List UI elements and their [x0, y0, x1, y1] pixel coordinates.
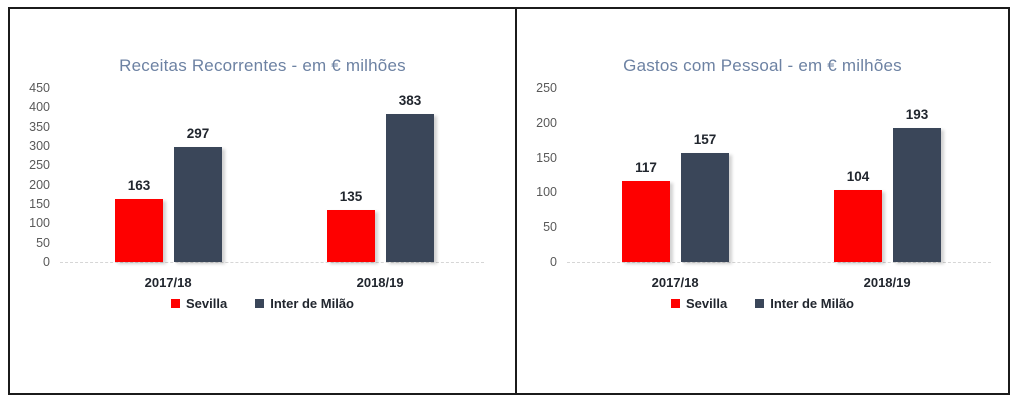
- y-axis-tick-label: 0: [43, 255, 50, 269]
- y-axis-tick-label: 250: [29, 158, 50, 173]
- legend-item-sevilla: Sevilla: [171, 296, 227, 311]
- plot-area: [60, 88, 484, 263]
- y-axis-tick-label: 50: [36, 235, 50, 250]
- bar-inter-de-mil-o-2018-19: [893, 128, 941, 262]
- y-axis-tick-label: 100: [536, 185, 557, 200]
- legend-item-inter-de-mil-o: Inter de Milão: [255, 296, 354, 311]
- legend-item-inter-de-mil-o: Inter de Milão: [755, 296, 854, 311]
- bar-value-label-inter-de-mil-o-2018-19: 383: [398, 93, 422, 108]
- legend-swatch-icon-sevilla: [671, 299, 680, 308]
- y-axis-tick-label: 350: [29, 119, 50, 134]
- x-axis-category-label: 2018/19: [863, 275, 911, 290]
- legend-swatch-icon-inter-de-mil-o: [255, 299, 265, 308]
- bar-value-label-sevilla-2018-19: 104: [846, 169, 870, 184]
- legend-swatch-icon-inter-de-mil-o: [755, 299, 765, 308]
- bar-sevilla-2018-19: [834, 190, 882, 262]
- y-axis-tick-label: 200: [29, 177, 50, 192]
- bar-value-label-sevilla-2017-18: 163: [127, 178, 151, 193]
- legend-label: Sevilla: [186, 296, 228, 311]
- legend-label: Sevilla: [686, 296, 728, 311]
- y-axis-tick-label: 200: [536, 115, 557, 130]
- legend-item-sevilla: Sevilla: [671, 296, 727, 311]
- bar-inter-de-mil-o-2017-18: [681, 153, 729, 262]
- chart-title: Gastos com Pessoal - em € milhões: [623, 56, 902, 75]
- legend: Sevilla Inter de Milão: [10, 296, 515, 311]
- y-axis-tick-label: 400: [29, 100, 50, 115]
- bar-value-label-inter-de-mil-o-2017-18: 157: [693, 132, 717, 147]
- legend: Sevilla Inter de Milão: [517, 296, 1008, 311]
- bar-sevilla-2017-18: [622, 181, 670, 262]
- y-axis-tick-label: 150: [29, 197, 50, 211]
- y-axis-tick-label: 150: [536, 150, 557, 165]
- x-axis-category-label: 2017/18: [144, 275, 192, 290]
- y-axis-tick-label: 50: [543, 220, 557, 235]
- bar-value-label-inter-de-mil-o-2018-19: 193: [905, 107, 929, 122]
- bar-value-label-inter-de-mil-o-2017-18: 297: [186, 126, 210, 141]
- y-axis-tick-label: 250: [536, 81, 557, 95]
- bar-inter-de-mil-o-2018-19: [386, 114, 434, 262]
- y-axis-tick-label: 450: [29, 81, 50, 95]
- legend-label: Inter de Milão: [270, 296, 354, 311]
- legend-label: Inter de Milão: [770, 296, 854, 311]
- x-axis-category-label: 2017/18: [651, 275, 699, 290]
- chart-title: Receitas Recorrentes - em € milhões: [119, 56, 406, 75]
- y-axis-tick-label: 0: [550, 255, 557, 269]
- chart-panel-receitas-recorrentes: Receitas Recorrentes - em € milhões 450 4…: [10, 9, 517, 393]
- bar-value-label-sevilla-2018-19: 135: [339, 189, 363, 204]
- x-axis-category-label: 2018/19: [356, 275, 404, 290]
- bar-inter-de-mil-o-2017-18: [174, 147, 222, 262]
- legend-swatch-icon-sevilla: [171, 299, 180, 308]
- chart-panel-gastos-com-pessoal: Gastos com Pessoal - em € milhões 250 200…: [517, 9, 1008, 393]
- bar-sevilla-2018-19: [327, 210, 375, 262]
- bar-value-label-sevilla-2017-18: 117: [635, 160, 657, 175]
- plot-area: [567, 88, 991, 263]
- y-axis-tick-label: 100: [29, 216, 50, 231]
- y-axis-tick-label: 300: [29, 139, 50, 153]
- bar-sevilla-2017-18: [115, 199, 163, 262]
- charts-frame: Receitas Recorrentes - em € milhões 450 4…: [8, 7, 1010, 395]
